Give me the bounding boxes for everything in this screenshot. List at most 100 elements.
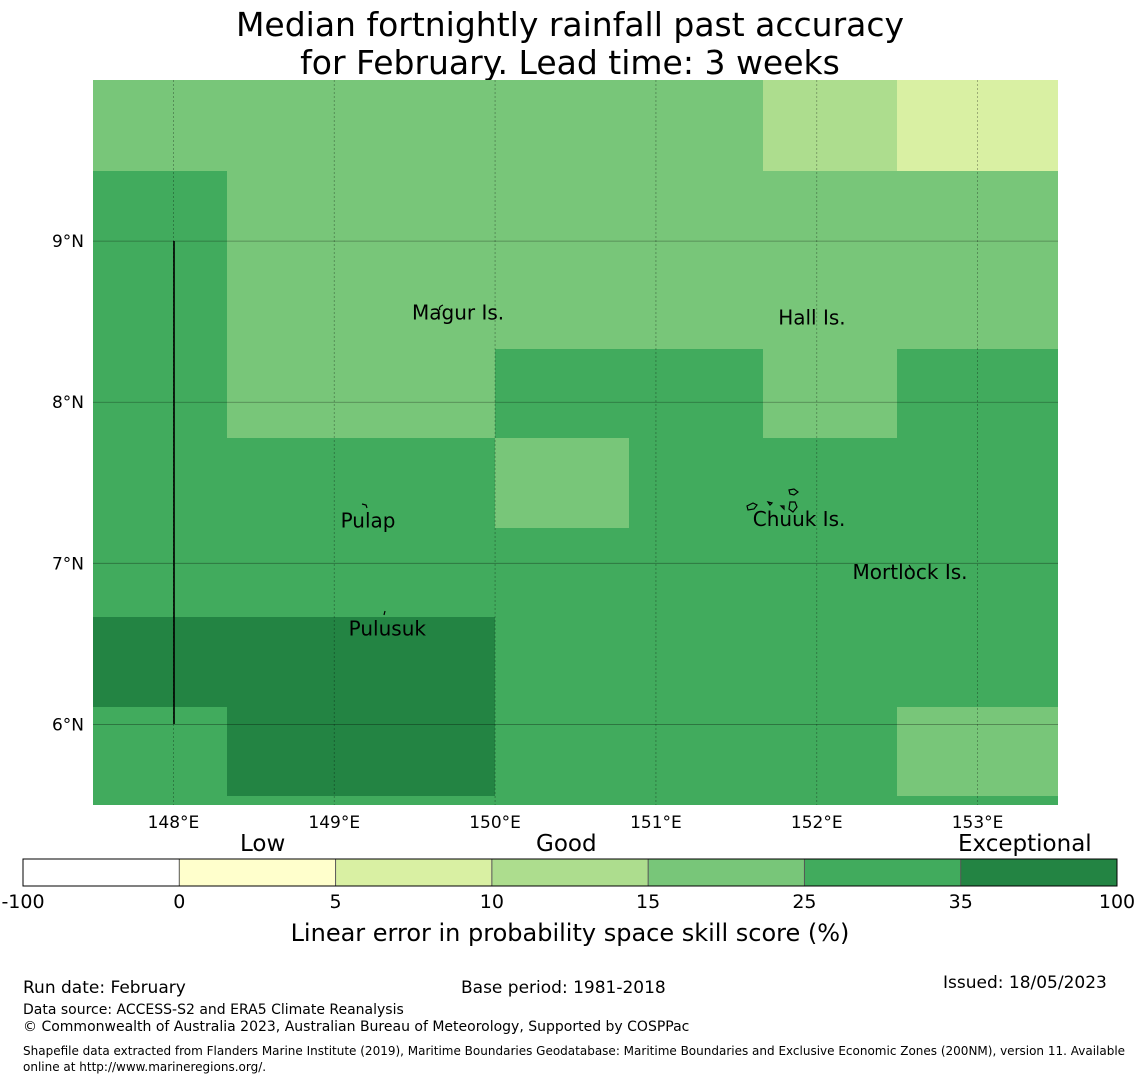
grid-cell: [629, 171, 763, 349]
lon-tick-label: 150°E: [469, 813, 521, 833]
grid-cell: [763, 171, 897, 349]
grid-cell: [495, 438, 629, 528]
colorbar-segment: [648, 859, 805, 886]
grid-cell: [93, 617, 227, 707]
category-low-label: Low: [240, 831, 286, 857]
colorbar: [22, 858, 1118, 887]
colorbar-tick-label: 15: [636, 891, 661, 913]
grid-cell: [897, 438, 1058, 528]
colorbar-tick-label: 100: [1098, 891, 1136, 913]
colorbar-segment: [960, 859, 1117, 886]
colorbar-segment: [804, 859, 961, 886]
grid-cell: [629, 528, 763, 617]
place-labels: Magur Is. Hall Is. Pulap Chuuk Is. Mortlock …: [341, 301, 968, 641]
title-line-2: for February. Lead time: 3 weeks: [300, 43, 840, 82]
grid-cell: [361, 528, 495, 617]
grid-cell: [495, 707, 629, 805]
shapefile-credit-line-1: Shapefile data extracted from Flanders M…: [23, 1044, 1126, 1058]
grid-cell: [227, 349, 361, 438]
colorbar-frame: [22, 858, 1118, 887]
lon-tick-label: 152°E: [791, 813, 843, 833]
shapefile-credit: Shapefile data extracted from Flanders M…: [23, 1043, 1138, 1075]
grid-cell: [93, 707, 227, 805]
grid-cell: [629, 617, 763, 707]
grid-cell: [93, 171, 227, 349]
colorbar-tick-label: 25: [792, 891, 817, 913]
colorbar-tick-label: -100: [1, 891, 45, 913]
shapefile-credit-line-2: online at http://www.marineregions.org/.: [23, 1060, 267, 1074]
place-label: Magur Is.: [412, 301, 504, 325]
colorbar-segment: [23, 859, 180, 886]
chart-title: Median fortnightly rainfall past accurac…: [0, 6, 1140, 82]
lon-tick-label: 151°E: [630, 813, 682, 833]
place-label: Chuuk Is.: [753, 507, 846, 531]
pulusuk-island-outline: [383, 610, 386, 616]
grid-cell: [361, 707, 495, 805]
skill-grid: [93, 80, 1058, 805]
grid-cell: [227, 80, 361, 171]
category-exceptional-label: Exceptional: [958, 831, 1092, 857]
grid-cell: [897, 707, 1058, 805]
grid-cell: [897, 617, 1058, 707]
grid-cell: [763, 438, 897, 528]
grid-cell: [361, 617, 495, 707]
grid-cell: [361, 80, 495, 171]
grid-cell: [763, 528, 897, 617]
base-period: Base period: 1981-2018: [461, 978, 666, 998]
chuuk-island-outline-2: [766, 501, 774, 506]
grid-cell: [93, 438, 227, 528]
grid-cell: [897, 171, 1058, 349]
grid-cell: [629, 707, 763, 805]
title-line-1: Median fortnightly rainfall past accurac…: [235, 5, 905, 44]
category-good-label: Good: [536, 831, 597, 857]
grid-cell: [93, 528, 227, 617]
lon-tick-label: 149°E: [308, 813, 360, 833]
lat-tick-label: 6°N: [52, 715, 84, 735]
grid-cell: [763, 707, 897, 805]
place-label: Pulusuk: [349, 616, 427, 640]
chuuk-island-outline-3: [788, 488, 799, 496]
chuuk-island-outline-5: [779, 505, 785, 511]
lon-tick-label: 153°E: [952, 813, 1004, 833]
grid-cell: [361, 438, 495, 528]
grid-cell: [361, 349, 495, 438]
lat-tick-label: 7°N: [52, 554, 84, 574]
grid-cell: [629, 438, 763, 528]
grid-cell: [361, 171, 495, 349]
grid-cell: [495, 349, 629, 438]
grid-cell: [763, 80, 897, 171]
lon-tick-label: 148°E: [148, 813, 200, 833]
grid-cell: [495, 171, 629, 349]
grid-cell: [227, 528, 361, 617]
pulap-island-outline: [361, 503, 368, 509]
grid-cell: [763, 349, 897, 438]
lat-tick-label: 9°N: [52, 232, 84, 252]
colorbar-tick-label: 10: [479, 891, 504, 913]
place-label: Pulap: [341, 508, 396, 532]
island-outlines: [361, 304, 912, 616]
grid-cell: [93, 349, 227, 438]
grid-cell: [629, 349, 763, 438]
colorbar-segment: [491, 859, 649, 886]
grid-cell: [227, 438, 361, 528]
grid-cell: [93, 80, 227, 171]
grid-cell: [495, 80, 629, 171]
grid-cell: [897, 80, 1058, 171]
lat-tick-label: 8°N: [52, 393, 84, 413]
grid-cell: [495, 617, 629, 707]
chuuk-island-outline-1: [746, 502, 758, 511]
grid-cell: [763, 617, 897, 707]
magur-island-outline: [438, 304, 444, 311]
run-date: Run date: February: [23, 978, 186, 998]
place-label: Mortlock Is.: [853, 560, 968, 584]
grid-cell: [227, 796, 495, 805]
axis-ticks: 148°E 149°E 150°E 151°E 152°E 153°E 9°N 8°N 7°N 6…: [52, 232, 1003, 833]
grid-cell: [227, 171, 361, 349]
grid-cell: [897, 528, 1058, 617]
colorbar-segment: [335, 859, 492, 886]
grid-cell: [629, 80, 763, 171]
grid-cell: [495, 528, 629, 617]
mortlock-island-outline: [908, 564, 912, 569]
colorbar-segment: [179, 859, 336, 886]
